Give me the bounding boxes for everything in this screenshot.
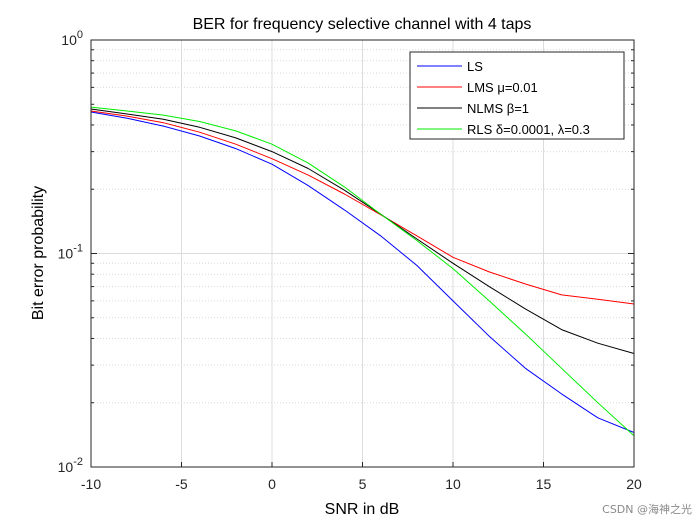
- y-tick-labels: 100 10-1 10-2: [58, 29, 83, 475]
- watermark: CSDN @海神之光: [602, 503, 692, 516]
- series-line-4: [90, 106, 635, 437]
- grid: [91, 40, 634, 467]
- y-tick-label: 100: [61, 29, 83, 48]
- series-line-3: [90, 108, 635, 354]
- x-tick-label: -5: [175, 476, 188, 492]
- series-line-2: [90, 110, 635, 305]
- y-axis-label: Bit error probability: [30, 186, 47, 320]
- legend: LS LMS μ=0.01 NLMS β=1 RLS δ=0.0001, λ=0.3: [409, 51, 625, 140]
- y-tick-label: 10-2: [58, 456, 83, 475]
- chart-title: BER for frequency selective channel with…: [193, 16, 532, 33]
- x-tick-label: 10: [445, 476, 461, 492]
- x-tick-label: -10: [81, 476, 101, 492]
- series-line-1: [90, 111, 635, 433]
- x-axis-label: SNR in dB: [325, 501, 400, 518]
- legend-label: LMS μ=0.01: [467, 80, 538, 95]
- x-tick-label: 5: [359, 476, 367, 492]
- legend-label: RLS δ=0.0001, λ=0.3: [467, 122, 590, 137]
- y-tick-label: 10-1: [58, 243, 83, 262]
- x-tick-label: 15: [536, 476, 552, 492]
- x-tick-labels: -10 -5 0 5 10 15 20: [81, 476, 642, 492]
- legend-label: NLMS β=1: [467, 101, 529, 116]
- x-tick-label: 20: [626, 476, 642, 492]
- axis-ticks: [90, 49, 635, 468]
- legend-label: LS: [467, 59, 483, 74]
- x-tick-label: 0: [268, 476, 276, 492]
- series-lines: [90, 106, 635, 437]
